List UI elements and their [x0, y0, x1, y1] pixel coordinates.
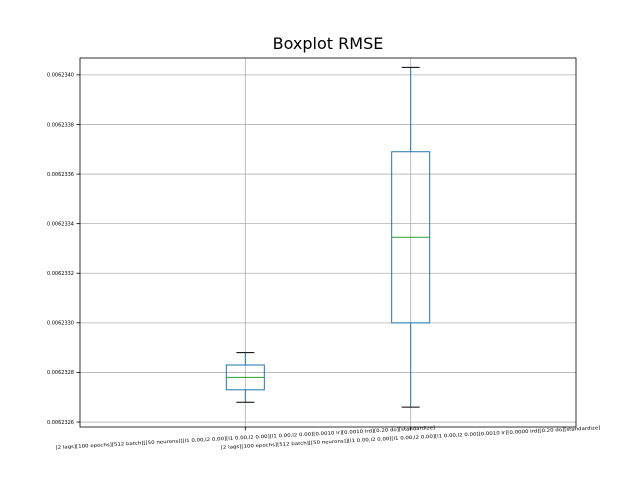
y-tick-label: 0.0062334 — [47, 221, 74, 227]
box-2 — [391, 66, 431, 408]
y-tick-label: 0.0062340 — [47, 73, 74, 79]
box-layer — [225, 66, 431, 408]
y-tick-label: 0.0062326 — [47, 420, 74, 426]
y-tick-label: 0.0062336 — [47, 172, 74, 178]
y-tick-label: 0.0062328 — [47, 370, 74, 376]
y-tick-label: 0.0062330 — [47, 321, 74, 327]
y-tick-label: 0.0062338 — [47, 122, 74, 128]
chart-title: Boxplot RMSE — [273, 34, 384, 53]
y-axis-ticks: 0.0062326 0.0062328 0.0062330 0.0062332 0.00… — [47, 73, 80, 426]
plot-area-frame — [79, 57, 577, 428]
y-tick-label: 0.0062332 — [47, 271, 74, 277]
box-1 — [225, 352, 265, 403]
